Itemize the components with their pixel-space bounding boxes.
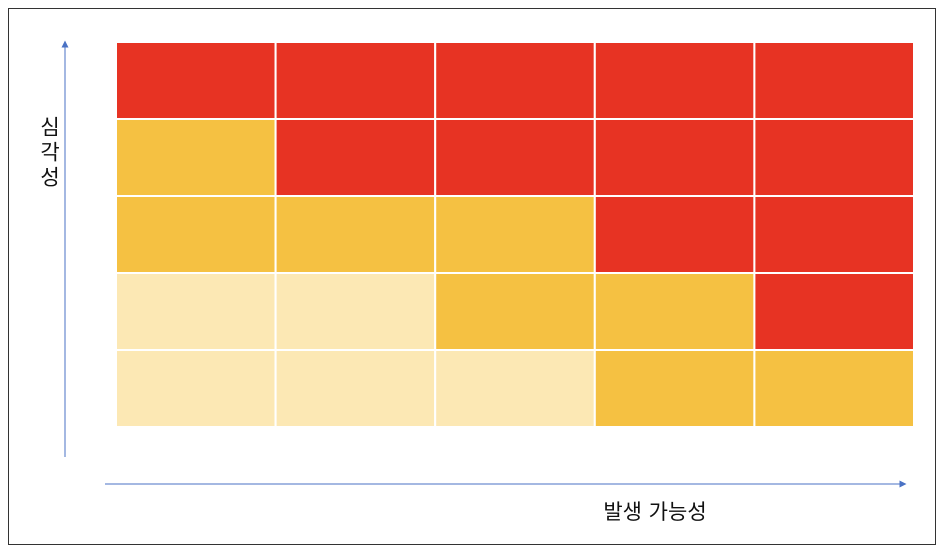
risk-cell (274, 195, 437, 274)
risk-cell (115, 41, 277, 120)
risk-cell (753, 349, 916, 428)
risk-cell (753, 195, 916, 274)
risk-cell (434, 349, 596, 428)
risk-cell (274, 349, 437, 428)
risk-cell (434, 272, 596, 351)
frame (8, 8, 936, 545)
risk-cell (593, 349, 756, 428)
risk-cell (593, 118, 756, 197)
risk-cell (115, 272, 277, 351)
risk-cell (115, 195, 277, 274)
risk-cell (434, 118, 596, 197)
risk-cell (593, 41, 756, 120)
y-axis-label: 심각성 (37, 116, 61, 191)
risk-cell (434, 195, 596, 274)
risk-cell (753, 118, 916, 197)
risk-cell (434, 41, 596, 120)
risk-cell (274, 41, 437, 120)
risk-cell (274, 272, 437, 351)
risk-cell (753, 41, 916, 120)
x-axis-label: 발생 가능성 (603, 500, 707, 524)
risk-cell (115, 118, 277, 197)
risk-cell (593, 272, 756, 351)
risk-cell (115, 349, 277, 428)
risk-cell (753, 272, 916, 351)
risk-cell (593, 195, 756, 274)
risk-cell (274, 118, 437, 197)
